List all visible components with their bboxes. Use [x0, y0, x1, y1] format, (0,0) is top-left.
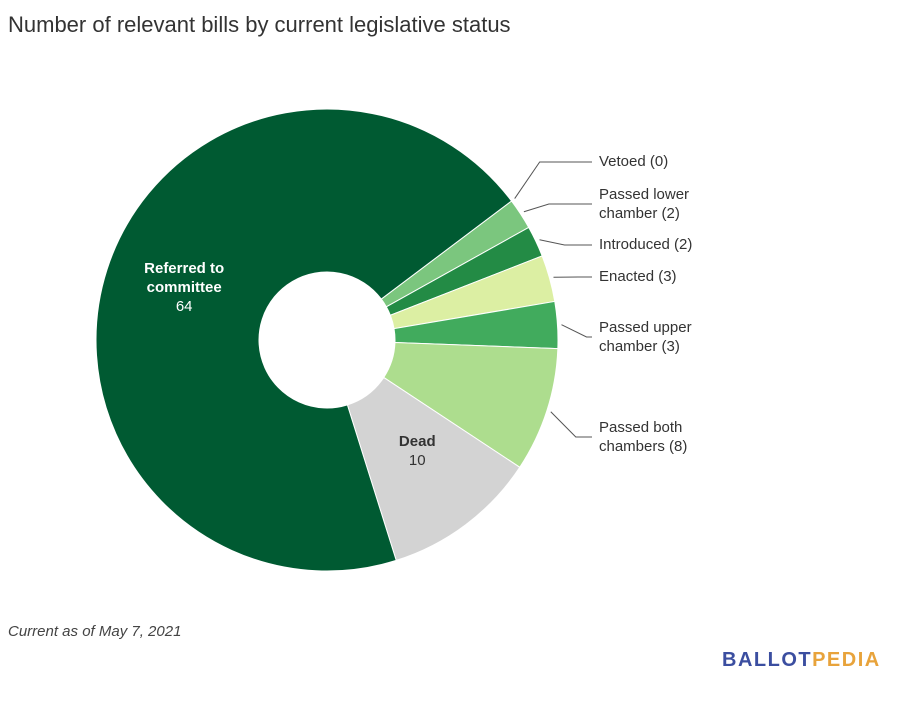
- note: Current as of May 7, 2021: [8, 623, 182, 640]
- slice-label: Dead 10: [362, 432, 472, 470]
- leader-line: [550, 411, 592, 438]
- slice-label: Introduced (2): [599, 236, 693, 253]
- value-label: 10: [408, 451, 426, 469]
- value-label: 64: [175, 298, 193, 316]
- category-label: Referred to committee: [144, 260, 225, 297]
- logo-part: PEDIA: [812, 649, 881, 671]
- leader-line: [514, 161, 592, 199]
- leader-line: [561, 324, 592, 338]
- logo: BALLOTPEDIA: [722, 649, 881, 672]
- slice: [95, 108, 513, 572]
- logo-part: BALLOT: [722, 649, 813, 671]
- slice-label: Passed upper chamber (3): [599, 319, 692, 355]
- slice-label: Referred to committee 64: [129, 259, 239, 316]
- category-label: Dead: [398, 432, 436, 450]
- chart-title: Number of relevant bills by current legi…: [8, 12, 511, 37]
- slice-label: Passed both chambers (8): [599, 419, 688, 455]
- leader-line: [539, 239, 592, 246]
- slice: [346, 376, 521, 562]
- leader-line: [523, 203, 592, 213]
- slice-label: Enacted (3): [599, 268, 677, 285]
- slice-label: Vetoed (0): [599, 153, 669, 170]
- slice-label: Passed lower chamber (2): [599, 186, 690, 222]
